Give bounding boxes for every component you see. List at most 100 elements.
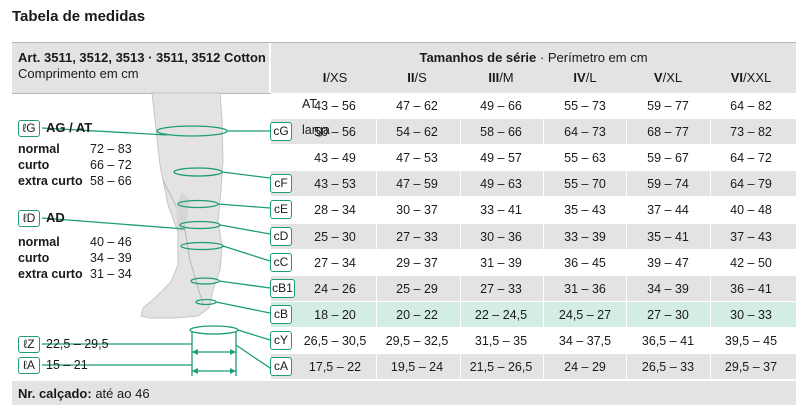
row-separator: [271, 353, 796, 354]
table-cell: 19,5 – 24: [390, 360, 444, 374]
sizes-subtitle: · Perímetro em cm: [539, 50, 648, 65]
table-cell: 24,5 – 27: [558, 307, 612, 322]
table-cell: 49 – 57: [480, 151, 522, 166]
table-cell: 49 – 66: [480, 99, 522, 113]
circumference-tag: cC: [270, 252, 292, 272]
table-cell: 27 – 30: [647, 307, 689, 322]
table-cell: 36 – 41: [730, 281, 772, 296]
sizes-heading: Tamanhos de série · Perímetro em cm: [271, 50, 796, 65]
circumference-tag: cG: [270, 122, 292, 142]
table-cell: 34 – 39: [647, 281, 689, 296]
length-row-value: 58 – 66: [90, 174, 132, 188]
table-cell: 18 – 20: [314, 307, 356, 322]
table-cell: 30 – 37: [396, 203, 438, 218]
size-roman: IV: [573, 70, 586, 85]
footer-bar: [12, 381, 796, 405]
size-code: /XS: [326, 70, 348, 85]
table-cell: 26,5 – 33: [641, 360, 695, 374]
column-separator: [626, 93, 627, 381]
table-cell: 47 – 53: [396, 151, 438, 166]
table-cell: 36,5 – 41: [641, 333, 695, 348]
table-cell: 43 – 56: [314, 99, 356, 113]
length-row-label: extra curto: [18, 267, 83, 281]
divider: [12, 93, 271, 94]
length-row-value: 34 – 39: [90, 251, 132, 265]
row-separator: [271, 196, 796, 198]
table-cell: 36 – 45: [564, 255, 606, 270]
table-cell: 26,5 – 30,5: [303, 333, 367, 348]
table-cell: 49 – 63: [480, 177, 522, 192]
table-cell: 29,5 – 37: [724, 360, 778, 374]
size-roman: III: [488, 70, 500, 85]
column-separator: [376, 93, 377, 381]
table-cell: 29,5 – 32,5: [385, 333, 449, 348]
table-cell: 47 – 59: [396, 177, 438, 192]
articles-label: Art. 3511, 3512, 3513 · 3511, 3512 Cotto…: [18, 50, 266, 65]
circumference-tag: cE: [270, 200, 292, 220]
table-cell: 34 – 37,5: [558, 333, 612, 348]
length-value-a: 15 – 21: [46, 358, 88, 372]
table-cell: 35 – 41: [647, 229, 689, 244]
length-tag-a: ℓA: [18, 357, 40, 374]
row-separator: [271, 274, 796, 276]
size-code: /L: [585, 70, 597, 85]
leg-rear-outline: [162, 179, 204, 304]
length-tag-z: ℓZ: [18, 336, 40, 353]
size-roman: V: [653, 70, 663, 85]
table-cell: 17,5 – 22: [308, 360, 362, 374]
footer-label: Nr. calçado:: [18, 386, 92, 401]
table-cell: 27 – 34: [314, 255, 356, 270]
length-row-value: 31 – 34: [90, 267, 132, 281]
length-row-label: normal: [18, 235, 60, 249]
table-cell: 27 – 33: [396, 229, 438, 244]
length-unit-label: Comprimento em cm: [18, 66, 139, 81]
table-cell: 55 – 63: [564, 151, 606, 166]
row-separator: [271, 379, 796, 381]
leg-illustration: [41, 92, 271, 376]
table-cell: 59 – 74: [647, 177, 689, 192]
table-row: [271, 119, 796, 145]
table-row: [271, 354, 796, 380]
size-roman: I: [322, 70, 327, 85]
size-roman: II: [407, 70, 415, 85]
table-cell: 64 – 82: [730, 99, 772, 113]
length-value-z: 22,5 – 29,5: [46, 337, 109, 351]
size-header: I/XS: [293, 70, 377, 85]
length-tag-ad: ℓD: [18, 210, 40, 227]
table-frame: [12, 42, 796, 404]
size-header: III/M: [459, 70, 543, 85]
row-separator: [271, 222, 796, 224]
table-cell: 20 – 22: [396, 307, 438, 322]
table-cell: 27 – 33: [480, 281, 522, 296]
table-cell: 33 – 41: [480, 203, 522, 218]
circumference-tag: cB: [270, 304, 292, 324]
row-separator: [271, 248, 796, 250]
length-row-value: 72 – 83: [90, 142, 132, 156]
column-separator: [543, 93, 544, 381]
circumference-tag: cD: [270, 226, 292, 246]
table-cell: 33 – 39: [564, 229, 606, 244]
table-cell: 73 – 82: [730, 125, 772, 140]
size-header: VI/XXL: [709, 70, 793, 85]
length-title-ad: AD: [46, 210, 65, 225]
table-cell: 39,5 – 45: [724, 333, 778, 348]
page-title: Tabela de medidas: [12, 8, 146, 25]
size-code: /S: [414, 70, 427, 85]
table-cell: 55 – 73: [564, 99, 606, 113]
length-row-value: 40 – 46: [90, 235, 132, 249]
row-separator: [271, 300, 796, 302]
size-code: /XL: [662, 70, 683, 85]
row-separator: [271, 144, 796, 146]
size-code: /M: [499, 70, 514, 85]
circumference-tag: cB1: [270, 278, 295, 298]
header-right-bg: [271, 43, 796, 93]
size-header: V/XL: [626, 70, 710, 85]
table-cell: 47 – 62: [396, 99, 438, 113]
table-row: [271, 275, 796, 301]
table-cell: 64 – 73: [564, 125, 606, 140]
table-cell: 24 – 26: [314, 281, 356, 296]
sizes-title: Tamanhos de série: [419, 50, 537, 65]
table-cell: 31 – 36: [564, 281, 606, 296]
row-separator: [271, 170, 796, 172]
size-code: /XXL: [743, 70, 772, 85]
